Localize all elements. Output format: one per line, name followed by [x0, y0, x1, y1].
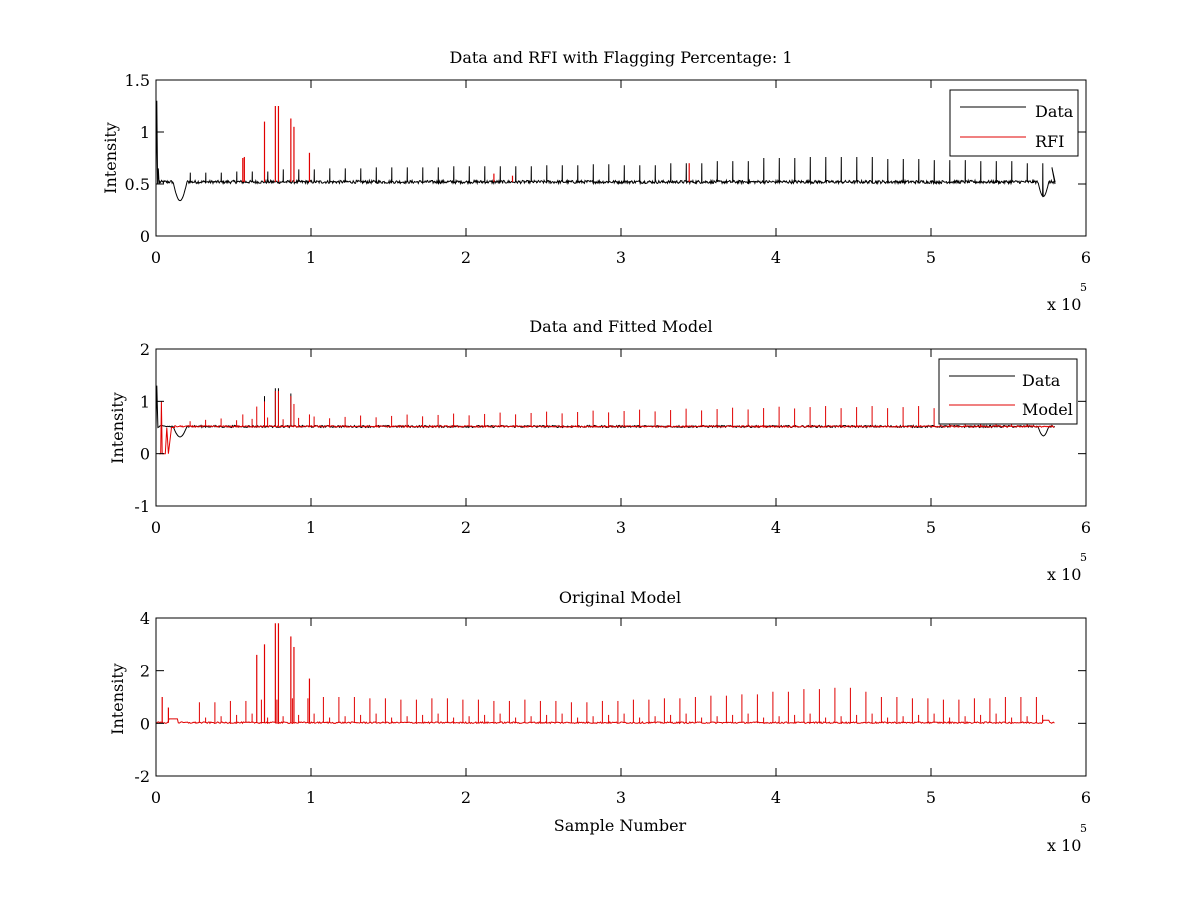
series-layer [155, 385, 1056, 455]
x-axis-label: Sample Number [554, 816, 687, 835]
x-tick-label: 0 [151, 248, 161, 267]
chart-title: Data and Fitted Model [529, 317, 712, 336]
x-tick-label: 6 [1081, 518, 1091, 537]
series-line-model [159, 401, 1055, 455]
x-multiplier: x 10 5 [1047, 281, 1087, 314]
y-tick-label: -1 [134, 497, 150, 516]
x-tick-label: 6 [1081, 248, 1091, 267]
y-axis-label: Intensity [108, 663, 127, 735]
x-tick-label: 1 [306, 788, 316, 807]
y-axis-label: Intensity [108, 392, 127, 464]
y-tick-label: 4 [140, 609, 150, 628]
series-layer [155, 623, 1055, 725]
y-tick-label: 0 [140, 445, 150, 464]
x-tick-label: 3 [616, 248, 626, 267]
series-layer [155, 100, 1056, 202]
x-multiplier-exponent: 5 [1080, 281, 1087, 294]
x-tick-label: 2 [461, 788, 471, 807]
legend: Data Model [938, 358, 1078, 425]
y-tick-label: 0.5 [125, 175, 150, 194]
y-tick-label: 1 [140, 123, 150, 142]
legend-label-data: Data [1035, 102, 1074, 121]
x-tick-label: 5 [926, 518, 936, 537]
panel-fitted-model: Data and Fitted Model Intensity 0 1 2 3 4 5 6 -… [108, 317, 1091, 584]
x-multiplier-base: x 10 [1047, 836, 1081, 855]
ticks-layer: 0 1 2 3 4 5 6 0 0.5 1 1.5 [125, 71, 1092, 267]
legend-box [949, 89, 1079, 157]
x-tick-label: 0 [151, 788, 161, 807]
legend-label-model: Model [1022, 400, 1073, 419]
x-tick-label: 3 [616, 518, 626, 537]
panel-rfi: Data and RFI with Flagging Percentage: 1… [101, 48, 1091, 314]
x-tick-label: 1 [306, 248, 316, 267]
x-multiplier-exponent: 5 [1080, 551, 1087, 564]
x-multiplier-base: x 10 [1047, 565, 1081, 584]
x-multiplier-base: x 10 [1047, 295, 1081, 314]
legend-label-rfi: RFI [1035, 132, 1064, 151]
chart-title: Data and RFI with Flagging Percentage: 1 [449, 48, 792, 67]
x-tick-label: 4 [771, 248, 781, 267]
x-tick-label: 2 [461, 518, 471, 537]
x-tick-label: 4 [771, 518, 781, 537]
y-tick-label: 1.5 [125, 71, 150, 90]
x-tick-label: 6 [1081, 788, 1091, 807]
x-multiplier: x 10 5 [1047, 822, 1087, 855]
x-tick-label: 2 [461, 248, 471, 267]
y-tick-label: -2 [134, 767, 150, 786]
x-multiplier-exponent: 5 [1080, 822, 1087, 835]
series-line-model [155, 718, 1055, 725]
y-tick-label: 2 [140, 340, 150, 359]
y-tick-label: 0 [140, 714, 150, 733]
legend: Data RFI [949, 89, 1079, 157]
chart-title: Original Model [559, 588, 681, 607]
y-axis-label: Intensity [101, 122, 120, 194]
axes-frame [155, 617, 1087, 777]
x-tick-label: 1 [306, 518, 316, 537]
x-tick-label: 0 [151, 518, 161, 537]
legend-box [938, 358, 1078, 425]
y-tick-label: 1 [140, 392, 150, 411]
x-multiplier: x 10 5 [1047, 551, 1087, 584]
y-tick-label: 0 [140, 227, 150, 246]
series-line-data [155, 100, 1056, 202]
x-tick-label: 4 [771, 788, 781, 807]
y-tick-label: 2 [140, 662, 150, 681]
x-tick-label: 5 [926, 788, 936, 807]
x-tick-label: 3 [616, 788, 626, 807]
legend-label-data: Data [1022, 371, 1061, 390]
x-tick-label: 5 [926, 248, 936, 267]
axes-frame [155, 79, 1087, 237]
